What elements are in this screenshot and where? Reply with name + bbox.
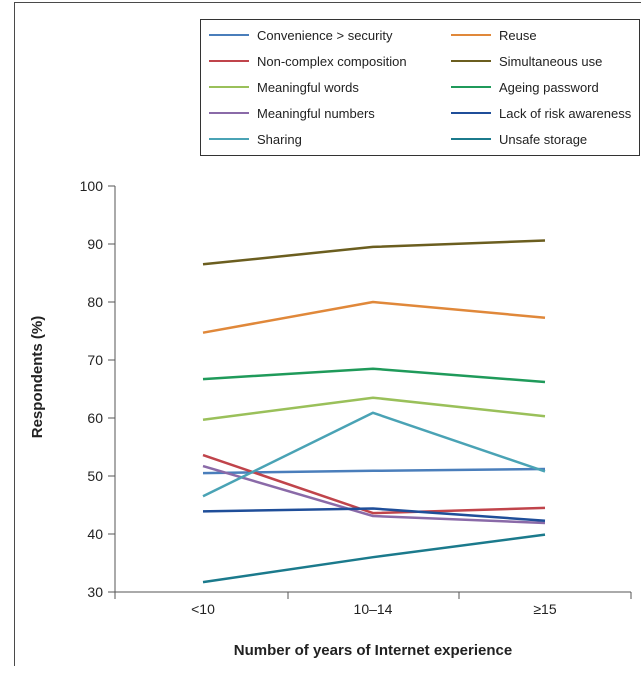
legend-label: Non-complex composition <box>257 53 407 69</box>
legend-label: Meaningful words <box>257 79 359 95</box>
legend-item: Reuse <box>451 24 537 46</box>
series-line-9 <box>202 533 546 584</box>
legend-item: Convenience > security <box>209 24 393 46</box>
y-tick-label: 80 <box>87 294 103 310</box>
legend-label: Unsafe storage <box>499 131 588 147</box>
y-tick-label: 40 <box>87 526 103 542</box>
x-axis-label: Number of years of Internet experience <box>234 642 512 659</box>
legend-item: Meaningful numbers <box>209 102 375 124</box>
series-line-8 <box>202 411 546 498</box>
series-line-2 <box>202 453 546 515</box>
legend-swatch <box>451 138 491 140</box>
series-line-1 <box>202 300 546 334</box>
series-line-3 <box>202 239 546 266</box>
legend-label: Meaningful numbers <box>257 105 375 121</box>
legend-swatch <box>451 60 491 62</box>
y-tick-label: 90 <box>87 236 103 252</box>
series-line-6 <box>202 464 546 525</box>
legend-label: Convenience > security <box>257 27 393 43</box>
legend-swatch <box>209 86 249 88</box>
series-line-4 <box>202 396 546 421</box>
legend-swatch <box>451 86 491 88</box>
legend-item: Ageing password <box>451 76 599 98</box>
x-tick-label: 10–14 <box>354 601 393 617</box>
legend-label: Reuse <box>499 27 537 43</box>
legend-swatch <box>451 112 491 114</box>
series-line-5 <box>202 367 546 384</box>
legend-label: Ageing password <box>499 79 599 95</box>
x-tick-label: ≥15 <box>533 601 556 617</box>
legend-label: Sharing <box>257 131 302 147</box>
y-tick-label: 100 <box>80 178 104 194</box>
axes: 30 40 50 60 70 80 90 100 <10 10–14 ≥15 <box>80 178 632 617</box>
legend: Convenience > security Reuse Non-complex c… <box>200 19 640 156</box>
legend-swatch <box>209 112 249 114</box>
series-line-7 <box>202 507 546 522</box>
y-tick-label: 70 <box>87 352 103 368</box>
legend-item: Simultaneous use <box>451 50 602 72</box>
legend-item: Sharing <box>209 128 302 150</box>
y-tick-label: 50 <box>87 468 103 484</box>
y-axis-label: Respondents (%) <box>29 316 46 439</box>
chart-frame <box>14 2 641 666</box>
y-tick-label: 60 <box>87 410 103 426</box>
legend-item: Non-complex composition <box>209 50 407 72</box>
series-lines <box>202 239 546 584</box>
legend-swatch <box>209 34 249 36</box>
x-tick-label: <10 <box>191 601 215 617</box>
legend-label: Lack of risk awareness <box>499 105 632 121</box>
legend-label: Simultaneous use <box>499 53 603 69</box>
legend-swatch <box>451 34 491 36</box>
y-tick-label: 30 <box>87 584 103 600</box>
series-line-0 <box>202 467 546 475</box>
legend-swatch <box>209 138 249 140</box>
legend-item: Lack of risk awareness <box>451 102 631 124</box>
legend-item: Meaningful words <box>209 76 359 98</box>
legend-item: Unsafe storage <box>451 128 587 150</box>
legend-swatch <box>209 60 249 62</box>
